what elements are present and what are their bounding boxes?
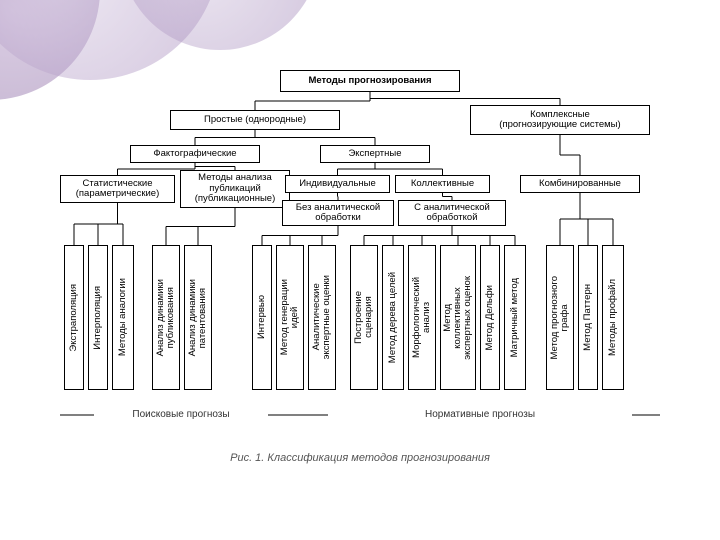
leaf-v11: Морфологическийанализ: [408, 245, 436, 390]
node-noan: Без аналитическойобработки: [282, 200, 394, 226]
leaf-v10: Метод дерева целей: [382, 245, 404, 390]
leaf-v8: Аналитическиеэкспертные оценки: [308, 245, 336, 390]
leaf-v17: Методы профайл: [602, 245, 624, 390]
node-simple: Простые (однородные): [170, 110, 340, 130]
node-combo: Комбинированные: [520, 175, 640, 193]
tree-diagram: Методы прогнозирования Простые (однородны…: [60, 70, 680, 450]
leaf-v2: Интерполяция: [88, 245, 108, 390]
leaf-v12: Методколлективныхэкспертных оценок: [440, 245, 476, 390]
node-complex: Комплексные(прогнозирующие системы): [470, 105, 650, 135]
leaf-v3: Методы аналогии: [112, 245, 134, 390]
node-expert: Экспертные: [320, 145, 430, 163]
leaf-v16: Метод Паттерн: [578, 245, 598, 390]
node-withan: С аналитическойобработкой: [398, 200, 506, 226]
node-root: Методы прогнозирования: [280, 70, 460, 92]
leaf-v7: Метод генерацииидей: [276, 245, 304, 390]
group-label-g1: Поисковые прогнозы: [96, 409, 266, 420]
leaf-v1: Экстраполяция: [64, 245, 84, 390]
leaf-v4: Анализ динамикипубликования: [152, 245, 180, 390]
leaf-v15: Метод прогнозногографа: [546, 245, 574, 390]
group-label-g2: Нормативные прогнозы: [330, 409, 630, 420]
node-fact: Фактографические: [130, 145, 260, 163]
leaf-v6: Интервью: [252, 245, 272, 390]
leaf-v9: Построениесценария: [350, 245, 378, 390]
figure-caption: Рис. 1. Классификация методов прогнозиро…: [0, 452, 720, 464]
node-collect: Коллективные: [395, 175, 490, 193]
leaf-v14: Матричный метод: [504, 245, 526, 390]
node-indiv: Индивидуальные: [285, 175, 390, 193]
node-pub: Методы анализапубликаций(публикационные): [180, 170, 290, 208]
node-stat: Статистические(параметрические): [60, 175, 175, 203]
leaf-v13: Метод Дельфи: [480, 245, 500, 390]
leaf-v5: Анализ динамикипатентования: [184, 245, 212, 390]
